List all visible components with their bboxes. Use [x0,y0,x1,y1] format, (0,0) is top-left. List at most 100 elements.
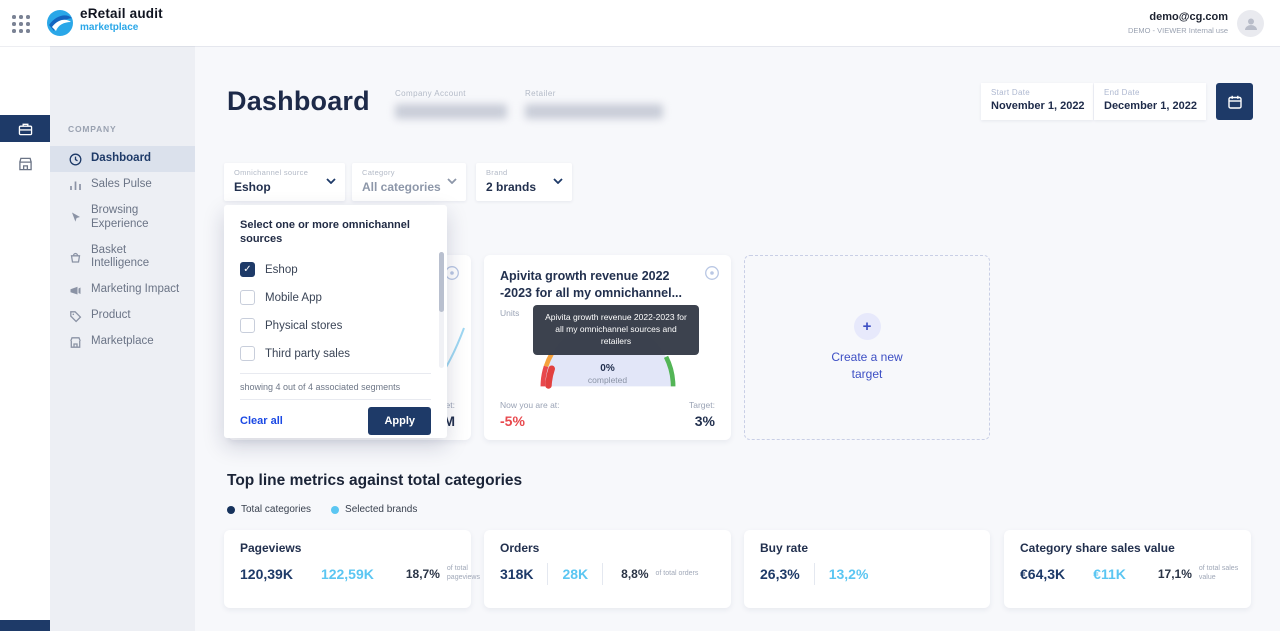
sidebar-item-basket-intelligence[interactable]: Basket Intelligence [50,238,195,278]
app-grid-icon[interactable] [12,15,30,33]
category-filter[interactable]: Category All categories [352,163,466,201]
dropdown-summary: showing 4 out of 4 associated segments [240,372,431,399]
tag-icon [68,309,82,323]
user-email: demo@cg.com [1149,11,1228,23]
gauge-completed: 0% completed [484,363,731,385]
metrics-legend: Total categories Selected brands [227,504,417,515]
legend-total-categories: Total categories [227,504,311,515]
partial-target-block: et: M [443,400,455,429]
chevron-down-icon [326,178,336,184]
now-value: -5% [500,413,525,429]
target-info-icon[interactable] [704,265,720,281]
omnichannel-source-filter[interactable]: Omnichannel source Eshop [224,163,345,201]
metric-card-buy-rate: Buy rate 26,3% 13,2% [744,530,990,608]
metric-card-category-share: Category share sales value €64,3K €11K 1… [1004,530,1251,608]
omnichannel-option-checkbox-2[interactable]: ✓ [240,318,255,334]
metric-pct-sub: of total orders [655,569,699,577]
target-card-gauge: Apivita growth revenue 2022 -2023 for al… [484,255,731,440]
metrics-section-title: Top line metrics against total categorie… [227,472,523,489]
company-account-value-redacted [395,104,507,119]
icon-rail [0,46,50,631]
omnichannel-option-1[interactable]: ✓ Mobile App [240,284,431,312]
omnichannel-option-checkbox-3[interactable]: ✓ [240,346,255,362]
brand-logo-icon [46,9,74,37]
metric-pct: 8,8% [621,567,649,581]
brand-title: eRetail audit [80,6,163,21]
target-block: Target: 3% [689,400,715,429]
sidebar-item-marketing-impact[interactable]: Marketing Impact [50,277,195,303]
metric-pct-sub: of total sales value [1198,565,1239,581]
briefcase-icon [18,123,32,135]
omnichannel-option-3[interactable]: ✓ Third party sales [240,340,431,368]
bar-chart-icon [68,178,82,192]
create-target-card[interactable]: + Create a new target [744,255,990,440]
user-avatar[interactable] [1237,10,1264,37]
metric-pct: 17,1% [1157,567,1192,581]
metric-secondary: €11K [1093,566,1126,582]
metric-primary: 318K [500,566,534,582]
metric-primary: 120,39K [240,566,293,582]
shop-icon [68,335,82,349]
metric-secondary: 28K [562,566,589,582]
page-title: Dashboard [227,86,370,116]
topbar: eRetail audit marketplace demo@cg.com DE… [0,0,1280,46]
sidebar: COMPANY Dashboard Sales Pulse [50,46,195,631]
user-role: DEMO - VIEWER Internal use [1127,26,1228,35]
dropdown-title: Select one or more omnichannel sources [240,219,410,246]
metric-card-orders: Orders 318K 28K 8,8% of total orders [484,530,731,608]
metric-primary: 26,3% [760,566,800,582]
retailer-value-redacted [525,104,663,119]
calendar-icon [1227,95,1242,109]
sidebar-item-product[interactable]: Product [50,303,195,329]
omnichannel-option-2[interactable]: ✓ Physical stores [240,312,431,340]
brand-name: eRetail audit marketplace [80,6,163,33]
cursor-icon [68,211,82,225]
metric-secondary: 122,59K [320,566,374,582]
start-date-field[interactable]: Start Date November 1, 2022 [981,83,1093,120]
calendar-button[interactable] [1216,83,1253,120]
start-date-value: November 1, 2022 [991,100,1085,112]
omnichannel-option-checkbox-1[interactable]: ✓ [240,290,255,306]
metric-secondary: 13,2% [828,566,869,582]
apply-button[interactable]: Apply [368,406,431,435]
end-date-label: End Date [1104,88,1140,97]
retailer-label: Retailer [525,89,556,98]
omnichannel-option-0[interactable]: ✓ Eshop [240,256,431,284]
target-value: 3% [694,413,715,429]
legend-dot-sky [331,505,340,514]
legend-selected-brands: Selected brands [331,504,417,515]
sidebar-item-browsing-experience[interactable]: Browsing Experience [50,198,195,238]
chevron-down-icon [553,178,563,184]
plus-icon: + [853,313,881,341]
sidebar-section-label: COMPANY [68,124,117,134]
rail-item-company[interactable] [0,115,50,142]
end-date-value: December 1, 2022 [1104,100,1197,112]
basket-icon [68,250,82,264]
megaphone-icon [68,283,82,297]
end-date-field[interactable]: End Date December 1, 2022 [1094,83,1206,120]
user-info: demo@cg.com DEMO - VIEWER Internal use [1128,11,1228,35]
now-label: Now you are at: [500,400,560,410]
sidebar-item-marketplace[interactable]: Marketplace [50,329,195,355]
brand-subtitle: marketplace [80,21,139,33]
start-date-label: Start Date [991,88,1031,97]
omnichannel-option-checkbox-0[interactable]: ✓ [240,262,255,278]
chevron-down-icon [447,178,457,184]
gauge-completed-pct: 0% [600,363,615,374]
main-content: Dashboard Company Account Retailer Start… [195,46,1280,631]
create-target-label: Create a new target [831,350,903,381]
rail-item-marketplace[interactable] [0,150,50,177]
storefront-icon [18,157,32,170]
dropdown-scrollbar-thumb[interactable] [439,252,444,312]
sidebar-item-dashboard[interactable]: Dashboard [50,146,195,172]
rail-footer [0,620,50,631]
gauge-completed-label: completed [587,375,628,385]
gauge-tooltip: Apivita growth revenue 2022-2023 for all… [533,305,699,355]
target-units-label: Units [500,308,520,318]
clear-all-link[interactable]: Clear all [240,414,283,427]
sidebar-item-sales-pulse[interactable]: Sales Pulse [50,172,195,198]
now-block: Now you are at: -5% [500,400,560,429]
target-title: Apivita growth revenue 2022 -2023 for al… [500,269,683,300]
company-account-label: Company Account [395,89,466,98]
brand-filter[interactable]: Brand 2 brands [476,163,572,201]
